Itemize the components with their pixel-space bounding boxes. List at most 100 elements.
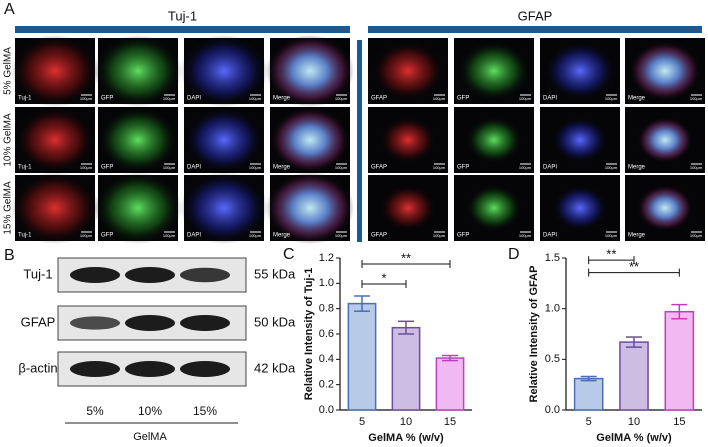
blot-band: [180, 361, 230, 377]
y-tick-label: 0.8: [319, 303, 334, 315]
scale-label: 100μm: [80, 96, 93, 101]
blot-band: [125, 267, 175, 283]
fluorescence: [94, 171, 182, 245]
y-tick-label: 1.2: [319, 252, 334, 264]
x-tick-label: 15: [444, 416, 456, 428]
fluorescence: [94, 34, 182, 108]
scale-label: 100μm: [433, 233, 446, 238]
significance: [361, 280, 407, 288]
y-tick-label: 0.0: [319, 404, 334, 416]
channel-label: GFAP: [371, 165, 387, 171]
fluorescence: [380, 116, 436, 164]
bar: [664, 310, 695, 411]
row-label: 10% GelMA: [3, 113, 14, 167]
bar: [619, 341, 649, 411]
fluorescence: [552, 116, 608, 164]
channel-label: Tuj-1: [18, 233, 32, 239]
fluorescence: [458, 41, 530, 101]
significance-label: **: [629, 259, 639, 274]
channel-label: DAPI: [543, 233, 557, 239]
scale-label: 100μm: [519, 233, 532, 238]
fluorescence: [266, 171, 354, 245]
channel-label: DAPI: [187, 165, 201, 171]
fluorescence: [11, 171, 99, 245]
blot-band: [70, 267, 120, 283]
protein-label: GFAP: [21, 314, 56, 329]
weight-label: 55 kDa: [254, 266, 296, 281]
fluorescence: [629, 41, 701, 101]
significance-label: *: [381, 270, 386, 285]
significance-label: **: [606, 247, 616, 262]
x-axis-label: GelMA % (w/v): [596, 432, 672, 444]
fluorescence: [180, 34, 268, 108]
scale-label: 100μm: [163, 233, 176, 238]
protein-label: β-actin: [18, 360, 57, 375]
scale-label: 100μm: [605, 233, 618, 238]
channel-label: DAPI: [543, 165, 557, 171]
bar: [435, 357, 465, 411]
fluorescence: [266, 34, 354, 108]
channel-label: Merge: [273, 165, 291, 171]
x-tick-label: 10: [628, 416, 640, 428]
channel-label: Tuj-1: [18, 165, 32, 171]
channel-label: Merge: [273, 233, 291, 239]
fluorescence: [184, 107, 264, 173]
fluorescence: [380, 184, 436, 232]
channel-label: GFP: [457, 96, 469, 102]
fluorescence: [270, 107, 350, 173]
scale-label: 100μm: [690, 165, 703, 170]
fluorescence: [15, 107, 95, 173]
fluorescence: [466, 184, 522, 232]
significance: [588, 256, 635, 265]
error-bar: [626, 336, 642, 348]
blot-band: [125, 361, 175, 377]
weight-label: 50 kDa: [254, 314, 296, 329]
blot-band: [125, 315, 175, 331]
channel-label: Merge: [628, 96, 646, 102]
group-title: Tuj-1: [168, 8, 197, 23]
scale-label: 100μm: [163, 165, 176, 170]
y-axis-label: Relative Intensity of GFAP: [528, 266, 540, 403]
scale-label: 100μm: [519, 165, 532, 170]
bar: [573, 377, 604, 411]
error-bar: [398, 320, 414, 335]
channel-label: Merge: [628, 165, 646, 171]
channel-label: GFP: [457, 165, 469, 171]
lane-label: 10%: [138, 404, 162, 418]
y-tick-label: 1.0: [545, 303, 560, 315]
x-axis-label: GelMA % (w/v): [368, 432, 444, 444]
error-bar: [354, 295, 370, 312]
group-bar: [15, 26, 350, 33]
fluorescence: [552, 184, 608, 232]
significance-label: **: [401, 250, 411, 265]
y-tick-label: 0.5: [545, 353, 560, 365]
y-tick-label: 0.2: [319, 379, 334, 391]
x-tick-label: 10: [400, 416, 412, 428]
channel-label: GFP: [101, 165, 113, 171]
channel-label: GFP: [101, 233, 113, 239]
blot-band: [180, 315, 230, 331]
scale-label: 100μm: [335, 233, 348, 238]
y-tick-label: 1.0: [319, 277, 334, 289]
group-title: GFAP: [518, 8, 553, 23]
channel-label: Tuj-1: [18, 96, 32, 102]
y-tick-label: 0.0: [545, 404, 560, 416]
channel-label: DAPI: [187, 96, 201, 102]
panel-label: D: [508, 246, 520, 263]
error-bar: [671, 303, 688, 320]
y-tick-label: 0.4: [319, 353, 334, 365]
scale-label: 100μm: [433, 96, 446, 101]
scale-label: 100μm: [605, 96, 618, 101]
channel-label: Merge: [628, 233, 646, 239]
channel-label: DAPI: [187, 233, 201, 239]
scale-label: 100μm: [80, 233, 93, 238]
fluorescence: [637, 116, 693, 164]
scale-label: 100μm: [335, 96, 348, 101]
divider: [357, 40, 362, 242]
x-tick-label: 15: [673, 416, 685, 428]
scale-label: 100μm: [690, 233, 703, 238]
fluorescence: [372, 41, 444, 101]
x-tick-label: 5: [586, 416, 592, 428]
error-bar: [580, 375, 597, 382]
